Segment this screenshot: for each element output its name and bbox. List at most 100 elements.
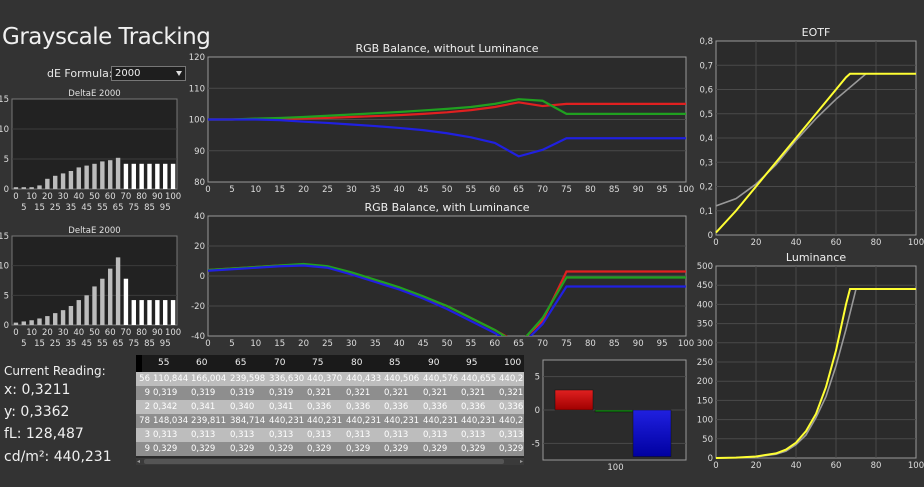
x-tick-label: 100 <box>908 238 924 248</box>
deltae-bar <box>84 165 89 189</box>
chart-title: RGB Balance, with Luminance <box>364 201 529 214</box>
table-row[interactable]: 56 110,844 166,004 239,598 336,630 440,370 440… <box>136 372 524 386</box>
table-header: 55 60 65 70 75 80 85 90 95 100 <box>136 355 524 372</box>
x-tick-label: 30 <box>58 328 69 338</box>
table-cell: 0,319 <box>269 388 294 398</box>
x-tick-label: 35 <box>66 203 77 213</box>
deltae-bar <box>13 322 19 325</box>
table-cell: 0,321 <box>384 388 409 398</box>
scrollbar-thumb[interactable] <box>144 459 504 464</box>
x-tick-label: 80 <box>585 185 596 195</box>
blue-series-line <box>208 118 686 158</box>
deltae-bar <box>92 286 97 325</box>
x-tick-label: 80 <box>136 328 147 338</box>
deltae-bar <box>21 321 26 325</box>
reading-x: x: 0,3211 <box>4 382 71 398</box>
x-tick-label: 0 <box>713 238 718 248</box>
x-tick-label: 55 <box>465 339 476 349</box>
x-tick-label: 75 <box>128 339 139 349</box>
y-tick-label: 0 <box>708 231 713 241</box>
red-series-line <box>208 101 686 121</box>
x-tick-label: 40 <box>73 192 84 202</box>
green-series-line <box>208 98 686 121</box>
deltae-bar <box>53 175 58 189</box>
x-tick-label: 100 <box>165 328 181 338</box>
table-cell: 0,313 <box>384 430 409 440</box>
table-cell-partial: 9 <box>144 388 150 398</box>
table-cell: 440,433 <box>346 374 382 384</box>
table-header-cell: 100 <box>504 358 522 368</box>
x-tick-label: 50 <box>89 192 100 202</box>
deltae-bar <box>45 178 50 189</box>
x-tick-label: 10 <box>250 185 261 195</box>
scroll-right-icon[interactable]: ▸ <box>519 458 523 465</box>
y-tick-label: 0 <box>708 454 713 464</box>
y-tick-label: 450 <box>697 281 713 291</box>
x-tick-label: 15 <box>274 339 285 349</box>
rgb-balance-chart-without-luminance: RGB Balance, without Luminance8090100110… <box>189 42 694 195</box>
table-cell: 0,329 <box>461 444 486 454</box>
table-cell-partial: 78 <box>139 416 150 426</box>
table-cell: 0,313 <box>499 430 524 440</box>
table-row[interactable]: 9 0,319 0,319 0,319 0,319 0,321 0,321 0,321 0,32… <box>136 386 524 400</box>
table-cell: 0,329 <box>384 444 409 454</box>
y-tick-label: -20 <box>191 302 205 312</box>
de-formula-select[interactable]: 2000 <box>111 66 186 81</box>
table-cell: 0,336 <box>499 402 524 412</box>
table-header-cell: 55 <box>158 358 170 368</box>
table-cell: 0,321 <box>499 388 524 398</box>
deltae-bar <box>100 278 105 325</box>
x-tick-label: 5 <box>21 339 26 349</box>
table-horizontal-scrollbar[interactable]: ◂ ▸ <box>136 458 524 465</box>
table-row[interactable]: 78 148,034 239,811 384,714 440,231 440,231 440… <box>136 414 524 428</box>
page-title: Grayscale Tracking <box>2 24 211 50</box>
x-tick-label: 100 <box>678 339 694 349</box>
table-cell: 440,655 <box>461 374 497 384</box>
table-row[interactable]: 2 0,342 0,341 0,340 0,341 0,336 0,336 0,336 0,33… <box>136 400 524 414</box>
deltae-bar <box>147 163 152 189</box>
table-row[interactable]: 3 0,313 0,313 0,313 0,313 0,313 0,313 0,313 0,31… <box>136 428 524 442</box>
table-header-cell: 65 <box>235 358 247 368</box>
table-row[interactable]: 9 0,329 0,329 0,329 0,329 0,329 0,329 0,329 0,32… <box>136 442 524 456</box>
y-tick-label: 100 <box>697 416 713 426</box>
x-tick-label: 0 <box>713 461 718 471</box>
scroll-left-icon[interactable]: ◂ <box>137 458 141 465</box>
yellow-curve <box>715 72 916 234</box>
y-tick-label: 0,7 <box>699 61 713 71</box>
table-cell: 0,341 <box>191 402 216 412</box>
y-tick-label: 0,8 <box>699 37 713 47</box>
table-cell: 0,342 <box>153 402 178 412</box>
y-tick-label: -5 <box>532 439 540 449</box>
y-tick-label: 10 <box>0 125 9 135</box>
table-cell: 0,319 <box>153 388 178 398</box>
table-header-cell: 85 <box>389 358 401 368</box>
table-cell: 440,231 <box>461 416 497 426</box>
x-tick-label: 15 <box>274 185 285 195</box>
x-tick-label: 95 <box>160 203 171 213</box>
deltae-bar <box>76 167 81 189</box>
x-tick-label: 20 <box>42 328 53 338</box>
x-tick-label: 45 <box>418 339 429 349</box>
deltae-bar <box>60 310 66 325</box>
x-tick-label: 20 <box>298 185 309 195</box>
table-cell: 166,004 <box>191 374 227 384</box>
chart-title: DeltaE 2000 <box>68 226 120 236</box>
deltae-bar <box>29 187 34 189</box>
x-tick-label: 15 <box>34 339 45 349</box>
chart-title: DeltaE 2000 <box>68 89 120 99</box>
table-cell: 0,313 <box>269 430 294 440</box>
eotf-chart: EOTF 0 0,1 0,2 0,3 0,4 0,5 0,6 0,7 0,8 0 20 40 60 80 10… <box>699 26 924 248</box>
deltae-bar <box>29 320 34 325</box>
x-tick-label: 65 <box>513 339 524 349</box>
x-tick-label: 20 <box>42 192 53 202</box>
x-tick-label: 55 <box>465 185 476 195</box>
deltae-bar <box>45 316 50 325</box>
x-tick-label: 50 <box>89 328 100 338</box>
green-balance-bar <box>594 409 634 413</box>
y-tick-label: 50 <box>702 435 713 445</box>
table-cell: 0,313 <box>191 430 216 440</box>
table-cell: 0,313 <box>153 430 178 440</box>
table-cell: 0,321 <box>423 388 448 398</box>
measurements-table[interactable]: 55 60 65 70 75 80 85 90 95 100 ◂ ▸ 56 110,844 166,0… <box>136 355 524 465</box>
blue-series-line <box>208 264 686 336</box>
